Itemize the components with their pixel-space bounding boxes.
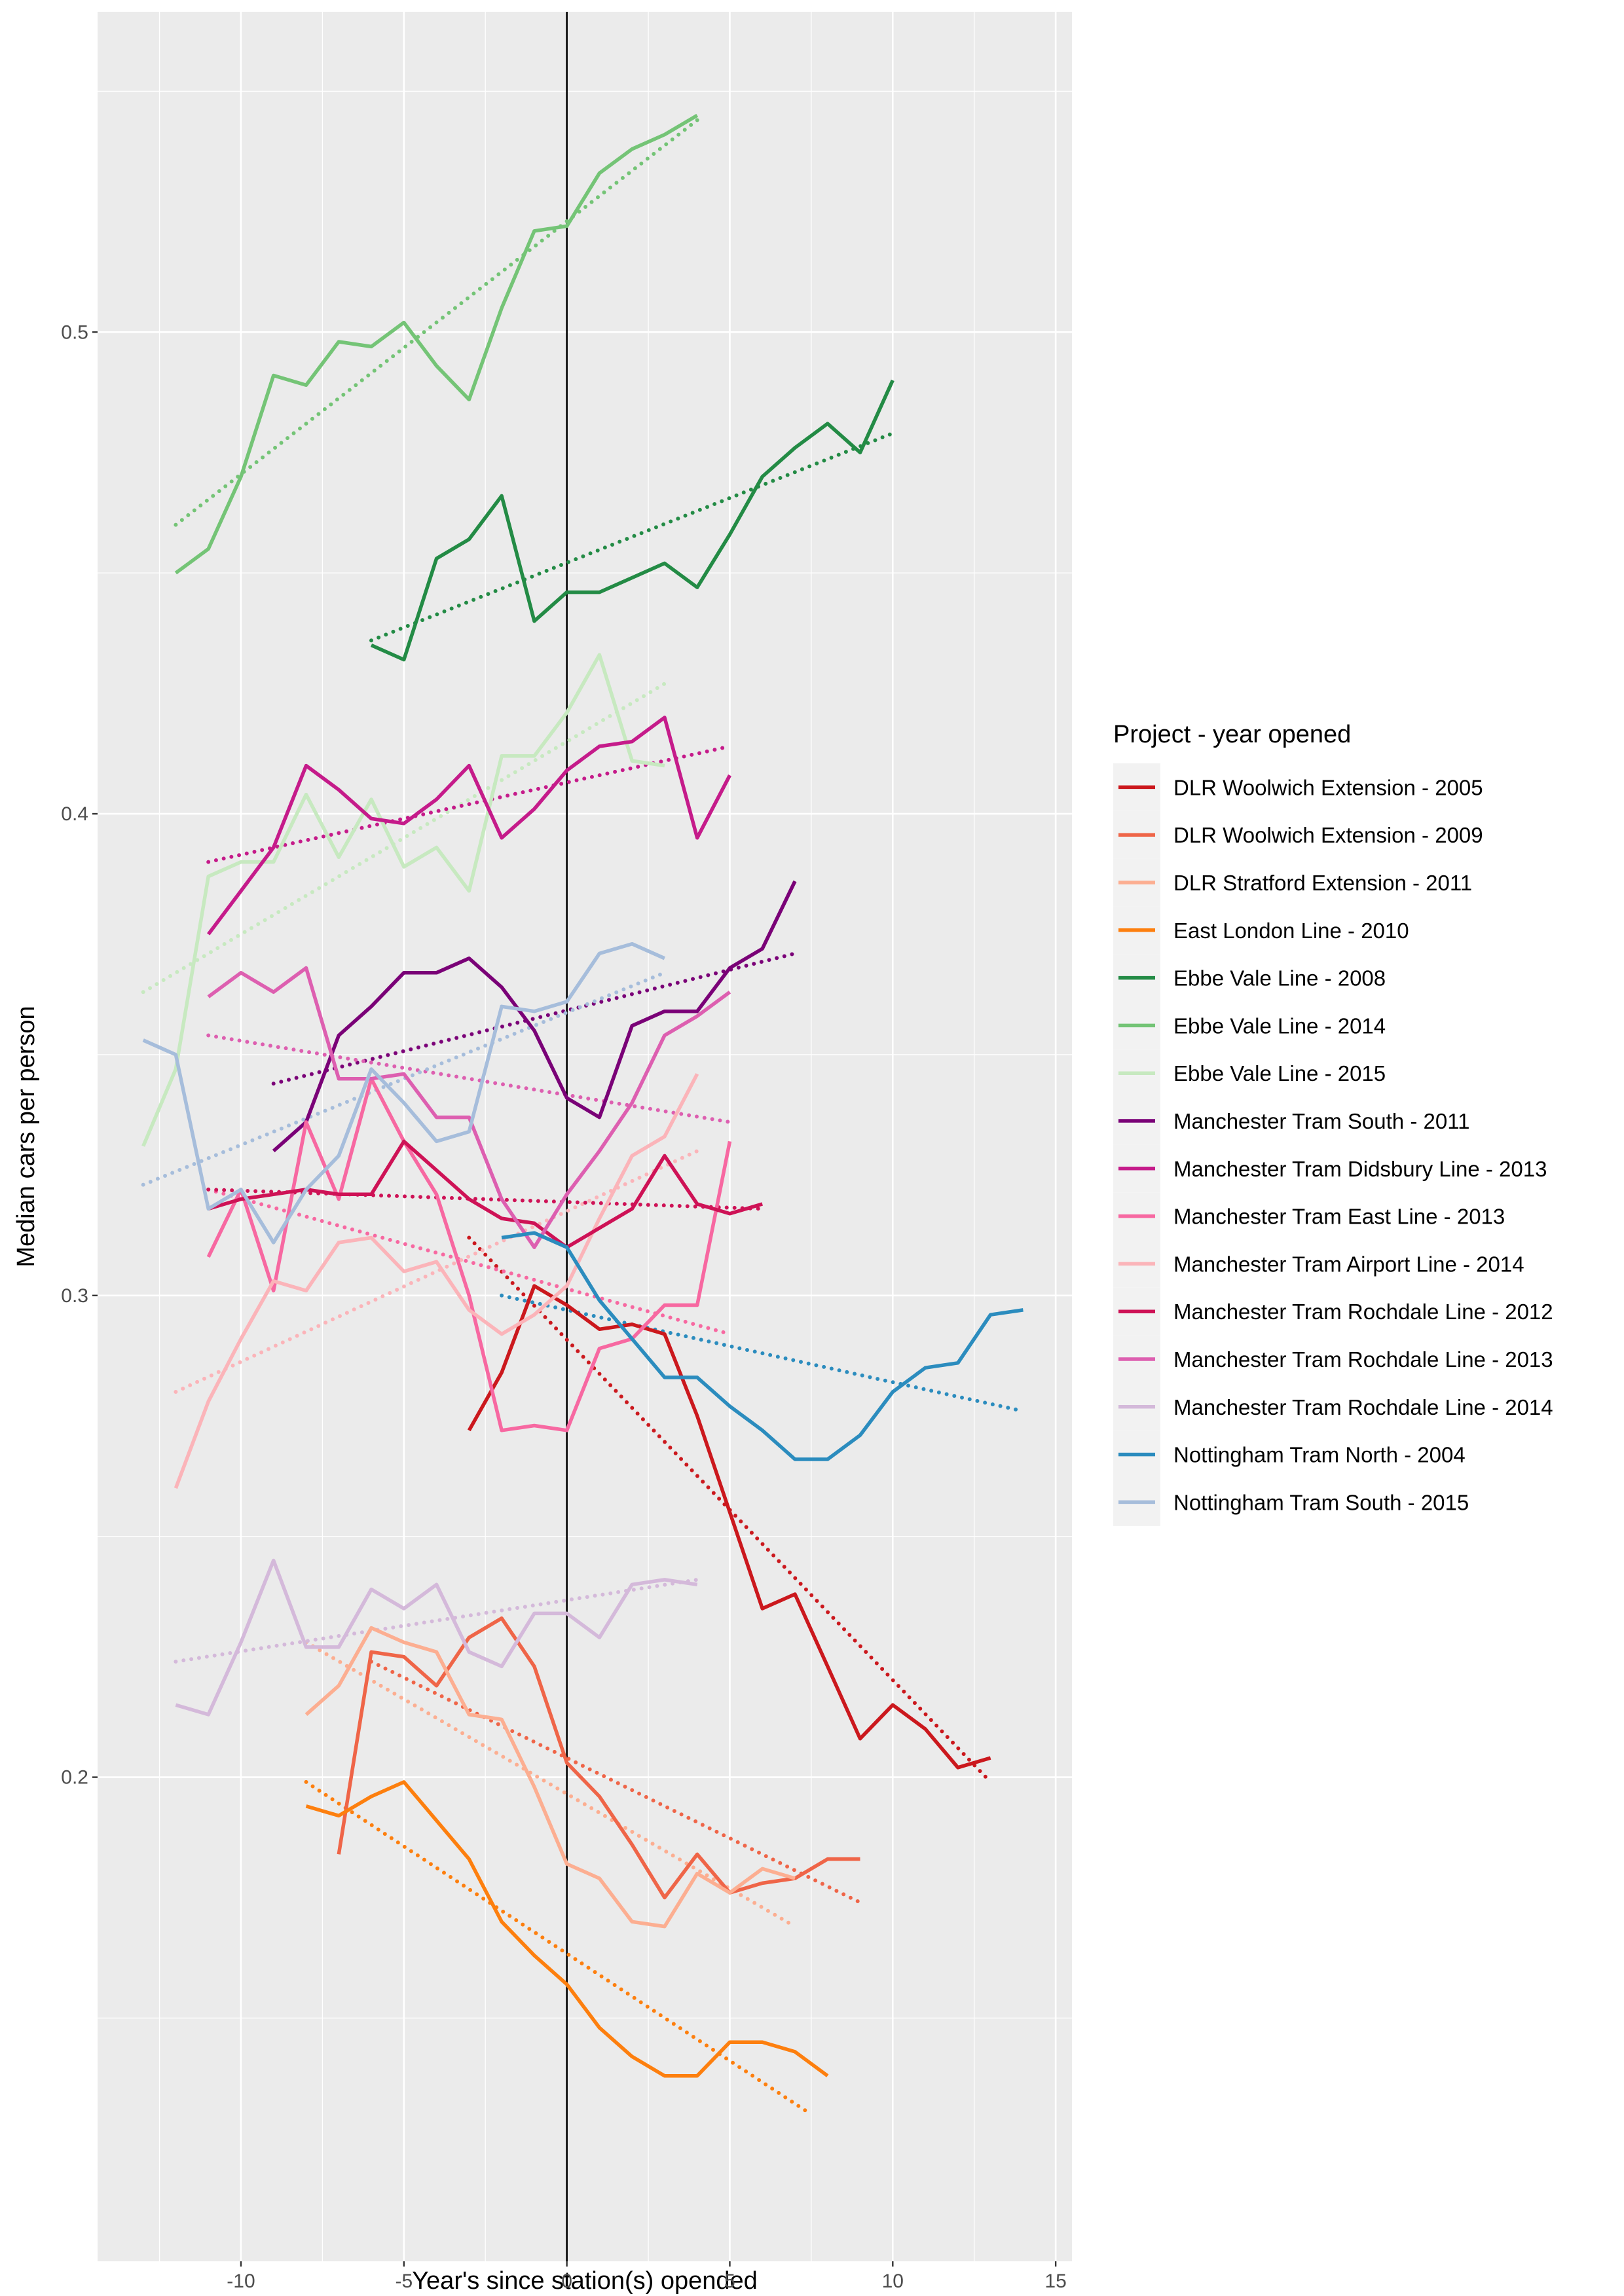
y-tick-label: 0.5 [61,321,88,343]
series-line [141,653,665,1147]
x-axis-title: Year's since station(s) opended [412,2267,758,2295]
series-line [304,1626,796,1929]
trend-line [174,1577,699,1664]
series-line [467,1284,991,1770]
x-tick-label: -10 [227,2270,255,2292]
y-tick-label: 0.2 [61,1767,88,1789]
legend-label: DLR Woolwich Extension - 2005 [1173,775,1483,799]
trend-line [500,1293,1025,1413]
legend-label: Manchester Tram Rochdale Line - 2013 [1173,1347,1553,1372]
series-line [305,1780,829,2078]
series-line [208,1139,763,1249]
x-tick-label: 10 [882,2270,904,2292]
series-line [175,1558,698,1717]
legend-label: Ebbe Vale Line - 2015 [1173,1061,1386,1085]
legend-label: Manchester Tram East Line - 2013 [1173,1205,1505,1229]
series-line [174,1073,699,1489]
trend-line [206,744,732,864]
series-line [272,880,797,1153]
y-axis-title: Median cars per person [12,1006,40,1267]
series-line [370,379,895,662]
trend-line [174,1149,699,1394]
trend-line [141,970,667,1187]
legend-label: DLR Woolwich Extension - 2009 [1173,823,1483,847]
trend-line [271,951,797,1086]
trend-line [206,1187,765,1211]
plot-panel [98,12,1072,2261]
legend-label: Manchester Tram Rochdale Line - 2012 [1173,1300,1553,1324]
series-line [206,1076,732,1432]
legend-label: DLR Stratford Extension - 2011 [1173,871,1472,895]
legend-label: Nottingham Tram North - 2004 [1173,1443,1466,1467]
series-line [337,1616,860,1900]
x-tick-label: 0 [561,2270,572,2292]
x-tick-label: 5 [724,2270,735,2292]
legend-title: Project - year opened [1113,721,1351,748]
y-tick-label: 0.4 [61,803,88,825]
x-tick-label: 15 [1044,2270,1066,2292]
series-line [207,966,731,1249]
y-tick-label: 0.3 [61,1285,88,1307]
legend-label: Manchester Tram Rochdale Line - 2014 [1173,1395,1553,1419]
trend-line [304,1640,797,1929]
trend-line [369,431,895,643]
legend-label: Ebbe Vale Line - 2008 [1173,966,1386,991]
trend-line [206,1033,732,1124]
trend-line [304,1779,813,2117]
trend-line [369,1660,862,1904]
legend-label: East London Line - 2010 [1173,919,1409,943]
series-line [142,941,666,1245]
trend-line [174,118,699,527]
trend-line [141,682,667,994]
series-line [174,113,699,575]
legend-label: Manchester Tram South - 2011 [1173,1109,1469,1133]
legend-label: Nottingham Tram South - 2015 [1173,1490,1469,1514]
x-tick-label: -5 [395,2270,413,2292]
legend-label: Manchester Tram Didsbury Line - 2013 [1173,1157,1547,1181]
legend-label: Ebbe Vale Line - 2014 [1173,1013,1386,1038]
series-line [501,1231,1024,1461]
series-line [207,716,731,936]
legend-label: Manchester Tram Airport Line - 2014 [1173,1252,1524,1276]
